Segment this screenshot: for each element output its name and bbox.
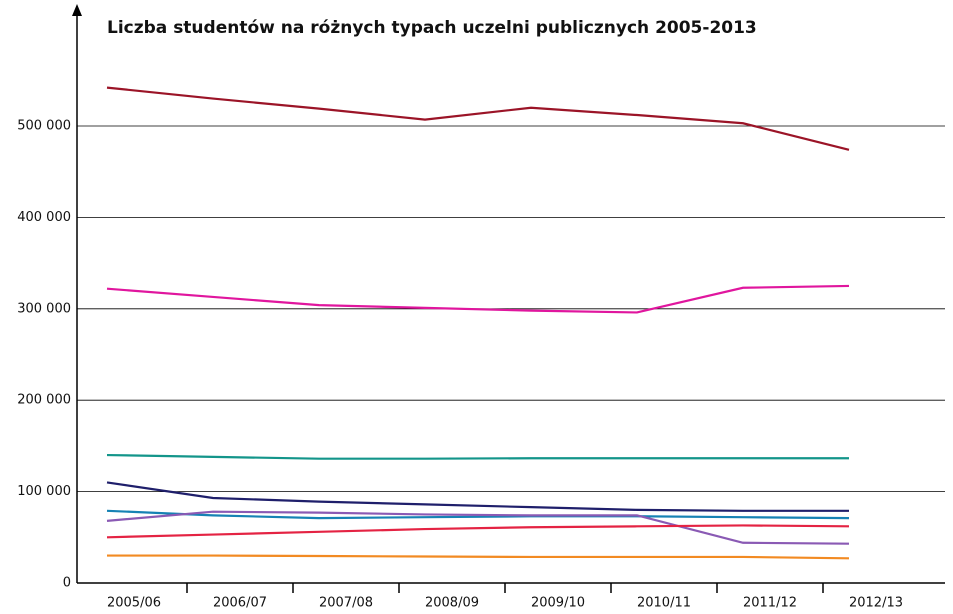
x-tick-label: 2005/06 <box>107 596 161 611</box>
series-line <box>106 481 849 512</box>
series-line <box>106 284 850 314</box>
y-tick-label: 200 000 <box>17 393 71 408</box>
series-line <box>107 554 850 560</box>
series-line <box>106 509 850 520</box>
y-tick-label: 300 000 <box>17 301 71 316</box>
series-line <box>106 510 850 545</box>
y-tick-label: 0 <box>63 576 71 591</box>
series-line <box>106 86 850 151</box>
series-line <box>106 453 849 460</box>
chart-title: Liczba studentów na różnych typach uczel… <box>107 18 757 38</box>
x-tick-label: 2009/10 <box>531 596 585 611</box>
x-tick-label: 2008/09 <box>425 596 479 611</box>
x-tick-label: 2007/08 <box>319 596 373 611</box>
series-line <box>106 524 850 539</box>
y-tick-label: 500 000 <box>17 119 71 134</box>
x-tick-label: 2010/11 <box>637 596 691 611</box>
x-tick-label: 2011/12 <box>743 596 797 611</box>
y-tick-label: 400 000 <box>17 210 71 225</box>
x-tick-label: 2012/13 <box>849 596 903 611</box>
y-tick-label: 100 000 <box>17 484 71 499</box>
y-axis-arrow <box>72 4 82 16</box>
x-tick-label: 2006/07 <box>213 596 267 611</box>
